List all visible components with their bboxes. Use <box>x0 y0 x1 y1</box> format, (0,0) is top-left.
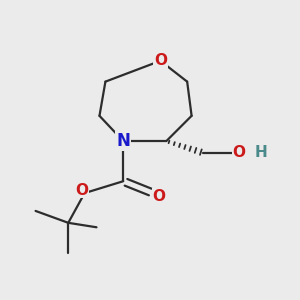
Text: O: O <box>233 146 246 160</box>
Text: O: O <box>75 183 88 198</box>
Text: H: H <box>255 146 268 160</box>
Text: O: O <box>152 189 165 204</box>
Text: O: O <box>154 53 167 68</box>
Text: N: N <box>116 132 130 150</box>
